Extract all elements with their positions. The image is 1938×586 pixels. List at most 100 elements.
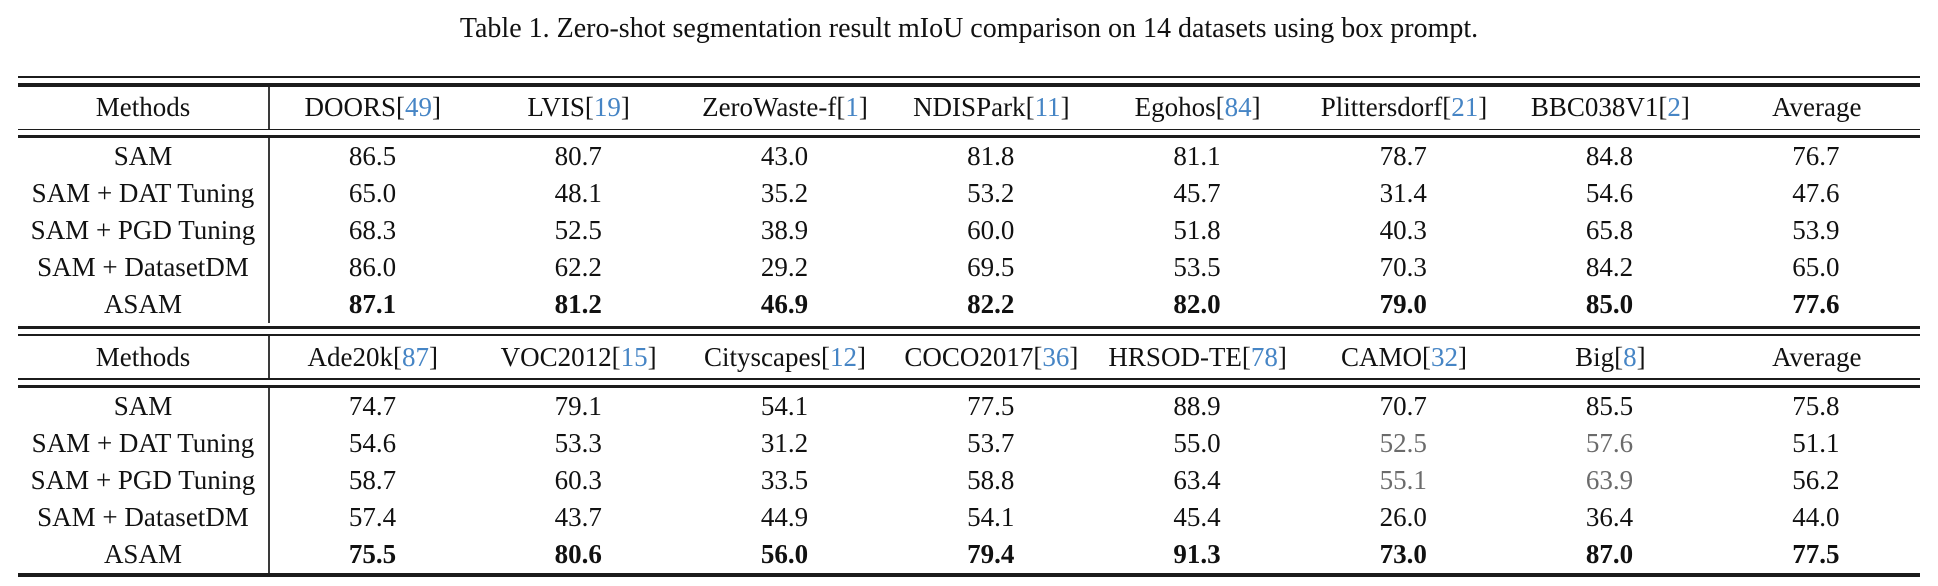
dataset-column-header: Average [1772, 92, 1862, 122]
dataset-column-header: DOORS[49] [304, 92, 441, 122]
method-label: SAM + DatasetDM [18, 249, 270, 286]
miou-value: 54.6 [348, 427, 397, 458]
table-row: ASAM 87.1 81.2 46.9 82.2 82.0 79.0 85.0 77.6 [18, 286, 1919, 323]
miou-value: 74.7 [348, 390, 397, 421]
miou-value: 86.0 [348, 252, 397, 282]
dataset-column-header: Big[8] [1575, 341, 1646, 372]
miou-value: 77.5 [1792, 538, 1840, 569]
dataset-column-header: ZeroWaste-f[1] [702, 92, 868, 122]
citation-ref[interactable]: 11 [1034, 92, 1061, 122]
table-rule-top [18, 76, 1920, 87]
table-row: SAM + DAT Tuning 65.0 48.1 35.2 53.2 45.7 31.4… [18, 175, 1919, 212]
section-2-header-rule [18, 378, 1920, 388]
citation-ref[interactable]: 87 [401, 341, 429, 372]
miou-value: 31.2 [760, 427, 809, 458]
table-row: SAM 74.7 79.1 54.1 77.5 88.9 70.7 85.5 75.8 [18, 387, 1919, 425]
miou-value: 87.0 [1585, 538, 1634, 569]
method-label: SAM + DAT Tuning [18, 175, 270, 212]
miou-value: 46.9 [760, 289, 809, 319]
miou-value: 75.8 [1792, 390, 1840, 421]
miou-value: 56.2 [1792, 464, 1840, 495]
miou-value: 85.0 [1585, 289, 1634, 319]
table-row: ASAM 75.5 80.6 56.0 79.4 91.3 73.0 87.0 77.5 [18, 535, 1919, 573]
citation-ref[interactable]: 36 [1042, 341, 1070, 372]
citation-ref[interactable]: 12 [829, 341, 857, 372]
citation-ref[interactable]: 8 [1623, 341, 1637, 372]
miou-value: 68.3 [348, 215, 397, 245]
citation-ref[interactable]: 1 [845, 92, 859, 122]
miou-value: 45.7 [1173, 178, 1221, 208]
results-table: Methods DOORS[49] LVIS[19] ZeroWaste-f[1] ND… [18, 76, 1920, 577]
miou-value: 48.1 [554, 178, 602, 208]
section-2-header: Methods Ade20k[87] VOC2012[15] Cityscapes[1… [18, 336, 1920, 378]
citation-ref[interactable]: 84 [1224, 92, 1252, 122]
miou-value: 58.7 [348, 464, 397, 495]
citation-ref[interactable]: 19 [593, 92, 621, 122]
method-label: ASAM [18, 535, 270, 573]
methods-column-header: Methods [18, 336, 271, 378]
citation-ref[interactable]: 49 [405, 92, 432, 122]
miou-value: 44.9 [760, 501, 809, 532]
table-rule-bottom [18, 572, 1920, 577]
method-label: SAM [18, 138, 270, 175]
miou-value: 60.3 [554, 464, 602, 495]
table-caption: Table 1. Zero-shot segmentation result m… [459, 13, 1479, 44]
table-row: SAM + DatasetDM 86.0 62.2 29.2 69.5 53.5 70.3 8… [18, 249, 1919, 286]
section-2-body: SAM 74.7 79.1 54.1 77.5 88.9 70.7 85.5 75.8 SAM +… [18, 387, 1920, 573]
citation-ref[interactable]: 21 [1451, 92, 1479, 122]
miou-value: 82.0 [1173, 289, 1221, 319]
dataset-column-header: NDISPark[11] [913, 92, 1070, 122]
miou-value: 26.0 [1379, 501, 1427, 532]
citation-ref[interactable]: 2 [1667, 92, 1681, 122]
miou-value: 73.0 [1379, 538, 1427, 569]
miou-value: 63.4 [1173, 464, 1221, 495]
method-label: SAM + DAT Tuning [18, 424, 270, 462]
dataset-column-header: Average [1772, 341, 1862, 372]
miou-value: 69.5 [967, 252, 1015, 282]
miou-value: 45.4 [1173, 501, 1221, 532]
dataset-column-header: Plittersdorf[21] [1320, 92, 1488, 122]
table-row: SAM + PGD Tuning 68.3 52.5 38.9 60.0 51.8 40.3… [18, 212, 1919, 249]
dataset-column-header: CAMO[32] [1341, 341, 1468, 372]
miou-value: 57.6 [1585, 427, 1634, 458]
miou-value: 52.5 [554, 215, 602, 245]
table-row: SAM + DAT Tuning 54.6 53.3 31.2 53.7 55.0 52.5… [18, 424, 1919, 462]
miou-value: 70.3 [1379, 252, 1427, 282]
miou-value: 65.8 [1585, 215, 1634, 245]
citation-ref[interactable]: 78 [1250, 341, 1278, 372]
miou-value: 75.5 [348, 538, 397, 569]
dataset-column-header: COCO2017[36] [904, 341, 1079, 372]
miou-value: 35.2 [760, 178, 809, 208]
miou-value: 79.0 [1379, 289, 1427, 319]
miou-value: 54.1 [760, 390, 809, 421]
miou-value: 88.9 [1173, 390, 1221, 421]
miou-value: 80.7 [554, 141, 602, 171]
miou-value: 56.0 [760, 538, 809, 569]
miou-value: 65.0 [348, 178, 397, 208]
miou-value: 79.4 [967, 538, 1015, 569]
method-label: SAM + DatasetDM [18, 498, 270, 536]
citation-ref[interactable]: 32 [1431, 341, 1459, 372]
results-section-2: Methods Ade20k[87] VOC2012[15] Cityscapes[1… [18, 336, 1920, 573]
methods-column-header: Methods [18, 86, 271, 129]
method-label: SAM + PGD Tuning [18, 461, 270, 499]
miou-value: 36.4 [1585, 501, 1634, 532]
miou-value: 55.0 [1173, 427, 1221, 458]
miou-value: 65.0 [1792, 252, 1840, 282]
dataset-column-header: BBC038V1[2] [1530, 92, 1690, 122]
miou-value: 81.1 [1173, 141, 1221, 171]
dataset-column-header: HRSOD-TE[78] [1108, 341, 1287, 372]
miou-value: 53.3 [554, 427, 602, 458]
section-1-header: Methods DOORS[49] LVIS[19] ZeroWaste-f[1] ND… [18, 86, 1920, 129]
table-rule-middle [18, 326, 1920, 336]
miou-value: 51.8 [1173, 215, 1221, 245]
table-row: SAM 86.5 80.7 43.0 81.8 81.1 78.7 84.8 76.7 [18, 138, 1919, 175]
miou-value: 44.0 [1792, 501, 1840, 532]
miou-value: 62.2 [554, 252, 602, 282]
citation-ref[interactable]: 15 [620, 341, 648, 372]
miou-value: 43.7 [554, 501, 602, 532]
miou-value: 70.7 [1379, 390, 1427, 421]
dataset-column-header: Egohos[84] [1134, 92, 1261, 122]
table-row: SAM + PGD Tuning 58.7 60.3 33.5 58.8 63.4 55.1… [18, 461, 1919, 499]
